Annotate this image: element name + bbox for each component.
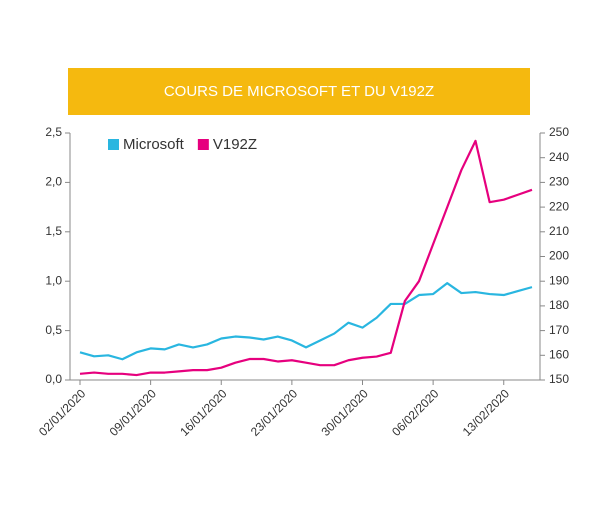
legend-label: Microsoft <box>123 136 185 153</box>
y2-tick-label: 200 <box>549 249 569 263</box>
x-tick-label: 16/01/2020 <box>177 386 230 439</box>
y-tick-label: 0,5 <box>45 323 62 337</box>
y-tick-label: 2,5 <box>45 125 62 139</box>
y2-tick-label: 250 <box>549 125 569 139</box>
x-tick-label: 13/02/2020 <box>460 386 513 439</box>
x-tick-label: 09/01/2020 <box>107 386 160 439</box>
y2-tick-label: 230 <box>549 175 569 189</box>
x-tick-label: 30/01/2020 <box>318 386 371 439</box>
line-series <box>79 282 533 361</box>
legend-label: V192Z <box>213 136 257 153</box>
y2-tick-label: 240 <box>549 150 569 164</box>
y2-tick-label: 160 <box>549 347 569 361</box>
y2-tick-label: 190 <box>549 273 569 287</box>
y2-tick-label: 170 <box>549 323 569 337</box>
y-tick-label: 0,0 <box>45 372 62 386</box>
y2-tick-label: 180 <box>549 298 569 312</box>
y-tick-label: 1,5 <box>45 224 62 238</box>
y-tick-label: 1,0 <box>45 273 62 287</box>
x-tick-label: 06/02/2020 <box>389 386 442 439</box>
legend-swatch <box>108 139 119 150</box>
chart-title: COURS DE MICROSOFT ET DU V192Z <box>164 83 434 100</box>
x-tick-label: 23/01/2020 <box>248 386 301 439</box>
y-tick-label: 2,0 <box>45 175 62 189</box>
y2-tick-label: 220 <box>549 199 569 213</box>
line-series <box>79 139 533 377</box>
x-tick-label: 02/01/2020 <box>36 386 89 439</box>
y2-tick-label: 150 <box>549 372 569 386</box>
legend-swatch <box>197 139 209 150</box>
y2-tick-label: 210 <box>549 224 569 238</box>
title-band <box>68 68 530 115</box>
